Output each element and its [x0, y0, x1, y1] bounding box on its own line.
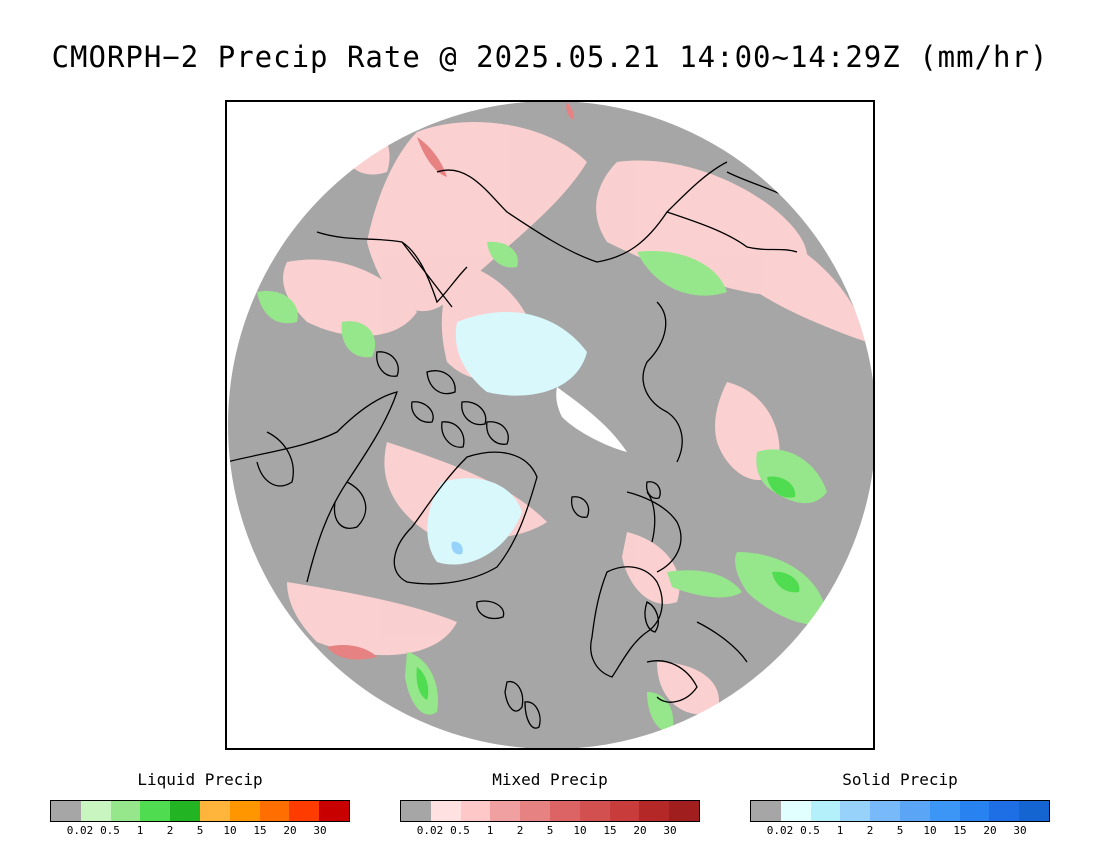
swatch	[199, 801, 230, 821]
color-bar	[750, 800, 1050, 822]
swatch	[51, 801, 81, 821]
tick-label: 0.02	[766, 824, 794, 837]
legend-title: Solid Precip	[842, 770, 958, 789]
swatch	[579, 801, 610, 821]
tick-label: 5	[896, 824, 904, 837]
tick-label: 20	[283, 824, 297, 837]
swatch	[140, 801, 171, 821]
legend-mixed: Mixed Precip 0.02 0.5 1 2 5 10 15 20 30	[400, 770, 700, 838]
north-pole-gap	[556, 387, 627, 452]
tick-label: 2	[866, 824, 874, 837]
swatch	[229, 801, 260, 821]
tick-label: 10	[573, 824, 587, 837]
swatch	[1019, 801, 1049, 821]
tick-label: 30	[313, 824, 327, 837]
swatch	[870, 801, 900, 821]
tick-label: 0.5	[450, 824, 470, 837]
swatch	[401, 801, 431, 821]
liquid-precip-moderate	[416, 476, 800, 700]
swatch	[490, 801, 521, 821]
swatch	[780, 801, 811, 821]
tick-label: 5	[196, 824, 204, 837]
tick-label: 15	[603, 824, 617, 837]
mixed-precip-heavy	[327, 102, 574, 660]
tick-label: 0.02	[416, 824, 444, 837]
swatch	[460, 801, 491, 821]
coastlines	[227, 161, 798, 729]
map-canvas	[227, 102, 873, 748]
swatch	[319, 801, 349, 821]
polar-precip-map	[225, 100, 875, 750]
tick-label: 20	[983, 824, 997, 837]
swatch	[110, 801, 141, 821]
tick-label: 15	[253, 824, 267, 837]
swatch	[929, 801, 960, 821]
swatch	[959, 801, 990, 821]
solid-precip-areas	[427, 312, 587, 565]
swatch	[751, 801, 781, 821]
swatch	[259, 801, 290, 821]
swatch	[989, 801, 1020, 821]
legend-liquid: Liquid Precip 0.02 0.5 1 2 5 10 15 20 30	[50, 770, 350, 838]
solid-precip-moderate	[451, 541, 463, 555]
color-bar	[50, 800, 350, 822]
legend-solid: Solid Precip 0.02 0.5 1 2 5 10 15 20 30	[750, 770, 1050, 838]
tick-labels: 0.02 0.5 1 2 5 10 15 20 30	[400, 824, 700, 838]
tick-label: 10	[923, 824, 937, 837]
tick-label: 1	[836, 824, 844, 837]
swatch	[520, 801, 550, 821]
swatch	[430, 801, 461, 821]
tick-labels: 0.02 0.5 1 2 5 10 15 20 30	[750, 824, 1050, 838]
swatch	[899, 801, 930, 821]
swatch	[639, 801, 670, 821]
swatch	[810, 801, 841, 821]
chart-title: CMORPH−2 Precip Rate @ 2025.05.21 14:00~…	[51, 40, 1049, 74]
tick-label: 1	[136, 824, 144, 837]
tick-label: 20	[633, 824, 647, 837]
tick-label: 0.02	[66, 824, 94, 837]
swatch	[609, 801, 640, 821]
tick-label: 0.5	[800, 824, 820, 837]
tick-labels: 0.02 0.5 1 2 5 10 15 20 30	[50, 824, 350, 838]
tick-label: 30	[663, 824, 677, 837]
tick-label: 2	[166, 824, 174, 837]
swatch	[289, 801, 320, 821]
color-bar	[400, 800, 700, 822]
tick-label: 30	[1013, 824, 1027, 837]
tick-label: 10	[223, 824, 237, 837]
legend-title: Liquid Precip	[137, 770, 263, 789]
swatch	[840, 801, 871, 821]
tick-label: 2	[516, 824, 524, 837]
tick-label: 0.5	[100, 824, 120, 837]
swatch	[170, 801, 200, 821]
swatch	[80, 801, 111, 821]
legend-title: Mixed Precip	[492, 770, 608, 789]
swatch	[549, 801, 580, 821]
tick-label: 1	[486, 824, 494, 837]
tick-label: 15	[953, 824, 967, 837]
tick-label: 5	[546, 824, 554, 837]
swatch	[669, 801, 699, 821]
